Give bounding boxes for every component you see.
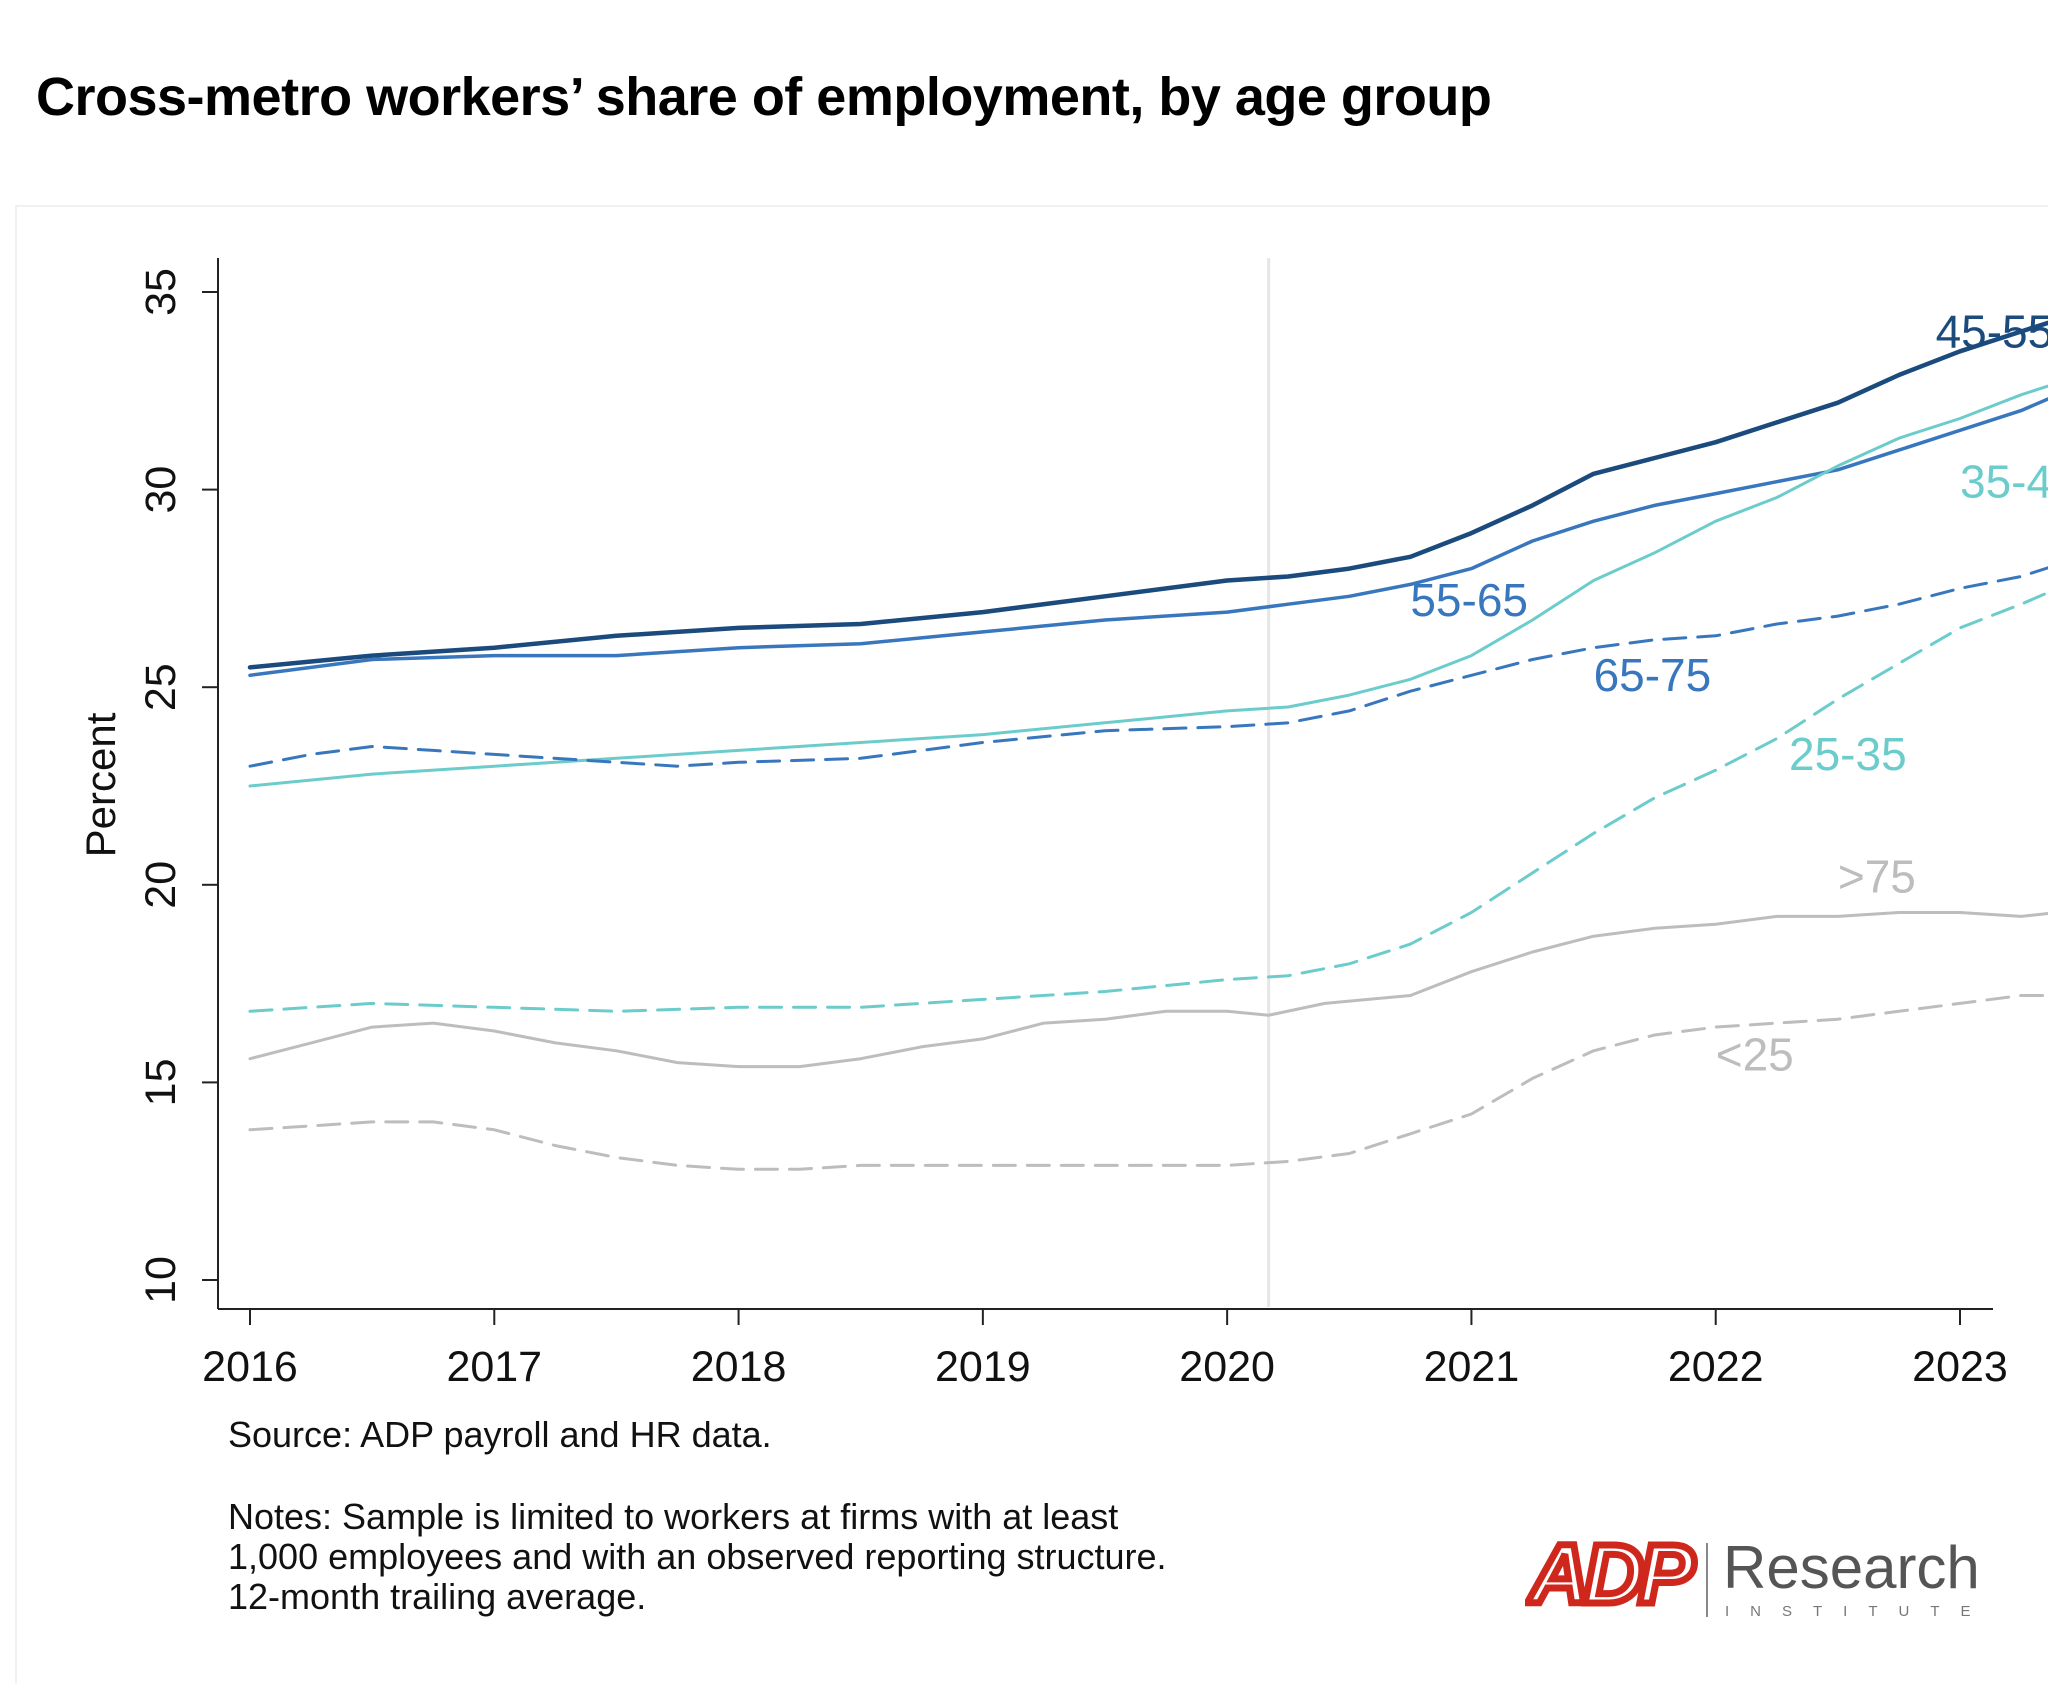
logo-institute-text: INSTITUTE [1725, 1603, 1992, 1620]
page-title: Cross-metro workers’ share of employment… [36, 67, 1492, 127]
series-label: 55-65 [1410, 574, 1528, 626]
chart-series [247, 320, 2048, 1171]
x-tick-label: 2016 [202, 1343, 298, 1391]
x-tick-label: 2020 [1179, 1343, 1275, 1391]
chart-panel [15, 205, 2048, 1684]
notes-line-3: 12-month trailing average. [228, 1576, 647, 1617]
logo-research-text: Research [1723, 1534, 1980, 1601]
x-tick-label: 2022 [1668, 1343, 1764, 1391]
adp-research-institute-logo: ADP Research INSTITUTE [1525, 1525, 1992, 1625]
series-label: 65-75 [1594, 649, 1712, 701]
series-label: >75 [1838, 851, 1916, 903]
y-axis-title: Percent [77, 712, 124, 857]
notes-line-2: 1,000 employees and with an observed rep… [228, 1536, 1167, 1577]
series-line-75 [248, 911, 2048, 1069]
adp-logo-text: ADP [1527, 1527, 1695, 1621]
x-tick-label: 2023 [1912, 1343, 2008, 1391]
x-tick-label: 2019 [935, 1343, 1031, 1391]
series-label: 45-55 [1936, 305, 2048, 357]
x-tick-label: 2021 [1424, 1343, 1520, 1391]
y-tick-label: 30 [137, 466, 185, 514]
line-chart: 10 15 20 25 30 35 2016 2017 2018 2019 2020 2021 2022… [77, 258, 2048, 1391]
y-tick-label: 20 [137, 861, 185, 909]
x-tick-label: 2018 [691, 1343, 787, 1391]
y-tick-label: 15 [137, 1058, 185, 1106]
adp-logo-mark: ADP [1525, 1525, 1705, 1625]
y-tick-label: 10 [137, 1256, 185, 1304]
y-tick-label: 35 [137, 268, 185, 316]
series-line-2535 [248, 590, 2048, 1013]
chart-series-labels: 45-55 55-65 35-45 65-75 25-35 >75 <25 [1410, 305, 2048, 1080]
series-line-6575 [248, 566, 2048, 768]
series-line-4555 [247, 320, 2048, 670]
series-label: 35-45 [1960, 456, 2048, 508]
series-line-5565 [248, 397, 2048, 678]
series-label: <25 [1716, 1029, 1794, 1081]
x-tick-label: 2017 [446, 1343, 542, 1391]
y-tick-label: 25 [137, 663, 185, 711]
series-label: 25-35 [1789, 728, 1907, 780]
series-line-25 [248, 994, 2048, 1171]
notes-line-1: Notes: Sample is limited to workers at f… [228, 1496, 1119, 1537]
source-note: Source: ADP payroll and HR data. [228, 1414, 772, 1455]
chart-axes: 10 15 20 25 30 35 2016 2017 2018 2019 2020 2021 2022… [77, 258, 2008, 1391]
series-line-3545 [248, 384, 2048, 788]
